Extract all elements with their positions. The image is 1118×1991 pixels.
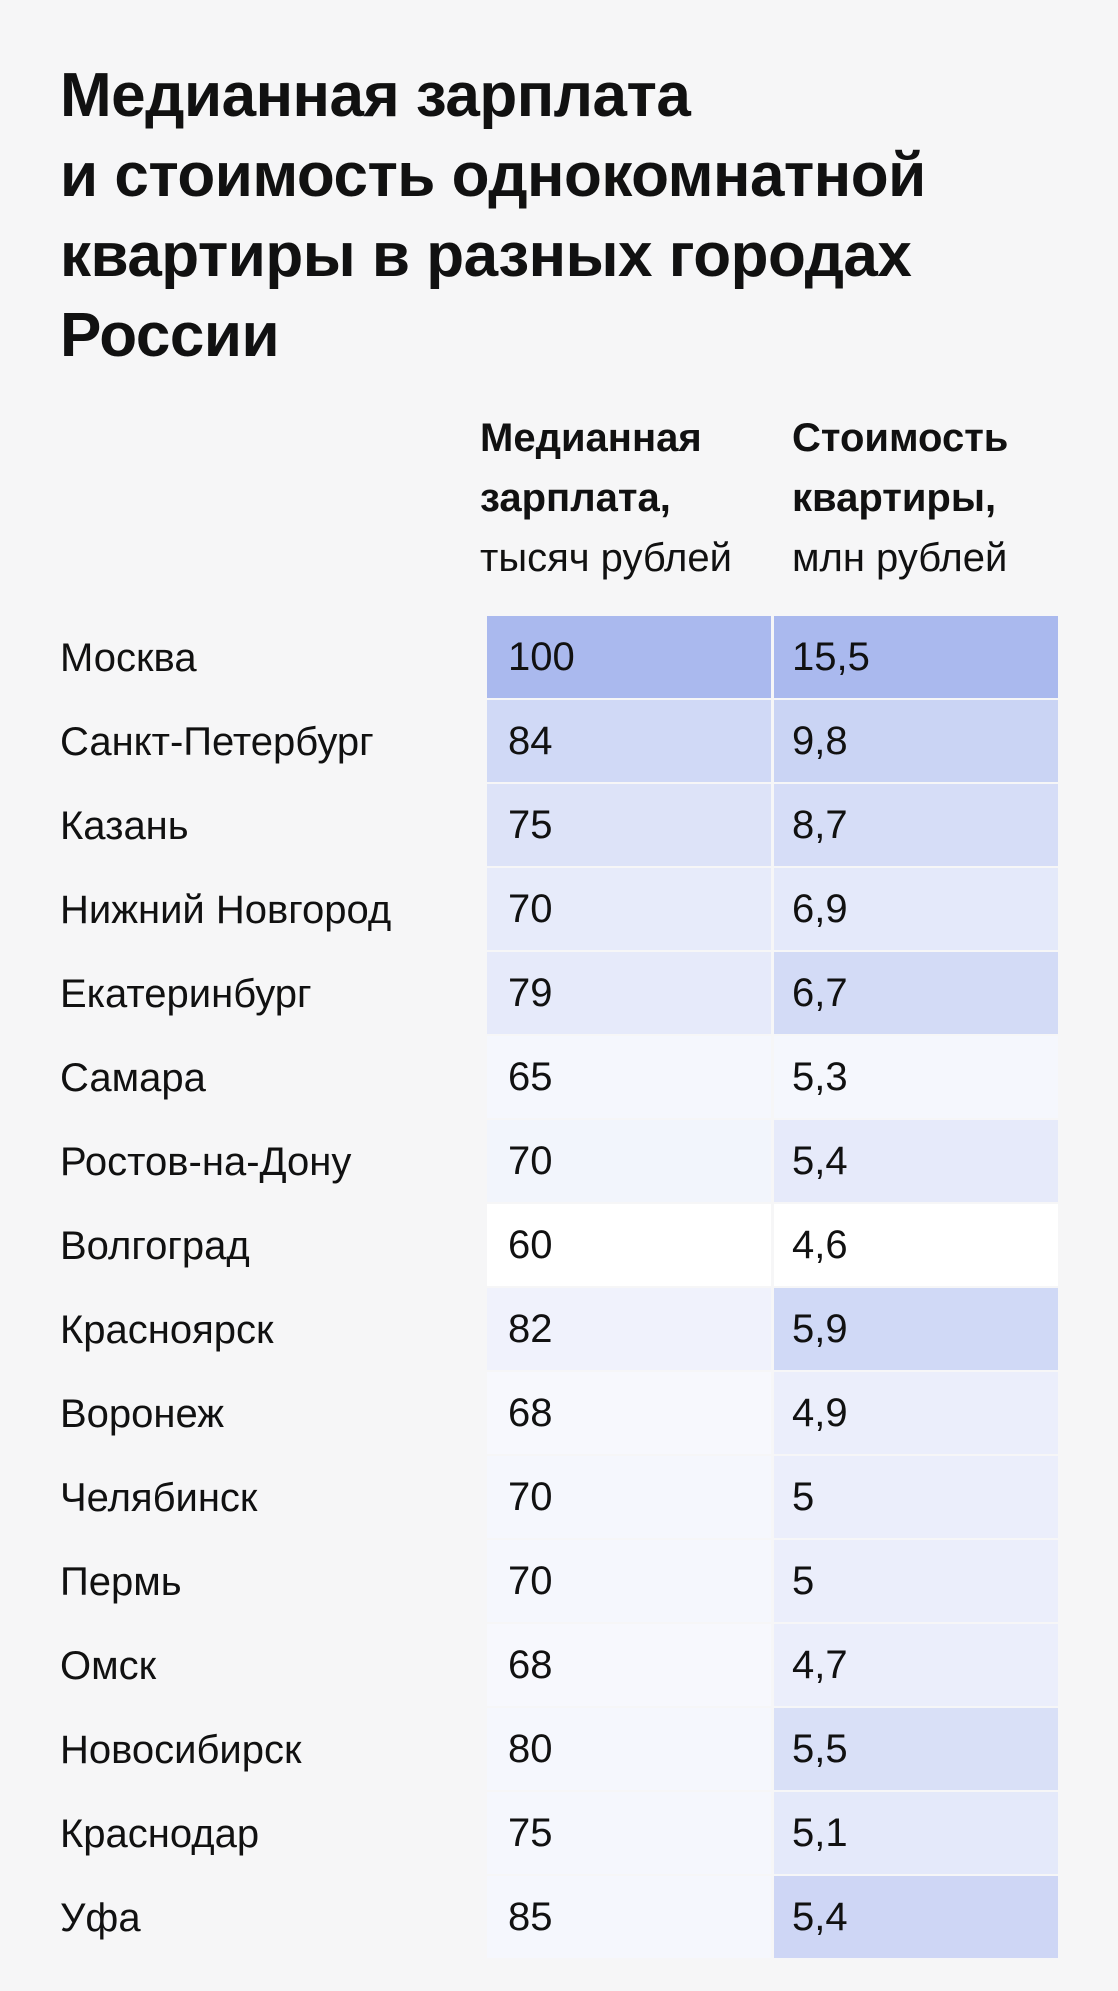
table-row: Уфа 85 5,4	[0, 1876, 1118, 1960]
chart-title-line: квартиры в разных городах	[60, 221, 912, 290]
city-label: Новосибирск	[60, 1728, 302, 1772]
price-cell: 5	[774, 1456, 1058, 1538]
price-cell: 5,4	[774, 1120, 1058, 1202]
city-label: Ростов-на-Дону	[60, 1140, 352, 1184]
city-label: Омск	[60, 1644, 157, 1688]
price-cell: 5,9	[774, 1288, 1058, 1370]
data-table: Москва 100 15,5 Санкт-Петербург 84 9,8 Казань 7…	[0, 616, 1118, 1960]
salary-cell: 70	[487, 1120, 771, 1202]
table-row: Волгоград 60 4,6	[0, 1204, 1118, 1288]
price-cell: 4,9	[774, 1372, 1058, 1454]
column-header-salary-unit: тысяч рублей	[480, 536, 732, 580]
column-header-price-title: квартиры,	[792, 476, 997, 520]
city-label: Волгоград	[60, 1224, 250, 1268]
table-row: Екатеринбург 79 6,7	[0, 952, 1118, 1036]
price-cell: 5,4	[774, 1876, 1058, 1958]
table-row: Новосибирск 80 5,5	[0, 1708, 1118, 1792]
city-label: Челябинск	[60, 1476, 258, 1520]
city-label: Нижний Новгород	[60, 888, 392, 932]
salary-cell: 84	[487, 700, 771, 782]
table-row: Самара 65 5,3	[0, 1036, 1118, 1120]
chart-title-line: Медианная зарплата	[60, 61, 691, 130]
city-label: Красноярск	[60, 1308, 274, 1352]
column-header-price: Стоимость квартиры, млн рублей	[792, 408, 1008, 588]
city-label: Самара	[60, 1056, 206, 1100]
salary-cell: 82	[487, 1288, 771, 1370]
price-cell: 4,6	[774, 1204, 1058, 1286]
city-label: Воронеж	[60, 1392, 225, 1436]
chart-title-line: и стоимость однокомнатной	[60, 141, 926, 210]
city-label: Пермь	[60, 1560, 182, 1604]
price-cell: 15,5	[774, 616, 1058, 698]
column-header-salary-title: зарплата,	[480, 476, 671, 520]
column-header-salary: Медианная зарплата, тысяч рублей	[480, 408, 732, 588]
salary-cell: 68	[487, 1624, 771, 1706]
city-label: Уфа	[60, 1896, 141, 1940]
salary-cell: 65	[487, 1036, 771, 1118]
column-header-price-title: Стоимость	[792, 416, 1009, 460]
salary-cell: 70	[487, 868, 771, 950]
city-label: Москва	[60, 636, 197, 680]
salary-cell: 100	[487, 616, 771, 698]
price-cell: 5,1	[774, 1792, 1058, 1874]
table-row: Санкт-Петербург 84 9,8	[0, 700, 1118, 784]
column-header-salary-title: Медианная	[480, 416, 702, 460]
chart-title: Медианная зарплата и стоимость однокомна…	[60, 56, 1060, 376]
city-label: Екатеринбург	[60, 972, 312, 1016]
table-row: Красноярск 82 5,9	[0, 1288, 1118, 1372]
salary-cell: 75	[487, 1792, 771, 1874]
price-cell: 5,3	[774, 1036, 1058, 1118]
table-row: Омск 68 4,7	[0, 1624, 1118, 1708]
table-row: Москва 100 15,5	[0, 616, 1118, 700]
salary-cell: 79	[487, 952, 771, 1034]
price-cell: 5	[774, 1540, 1058, 1622]
table-row: Краснодар 75 5,1	[0, 1792, 1118, 1876]
table-row: Пермь 70 5	[0, 1540, 1118, 1624]
salary-cell: 70	[487, 1456, 771, 1538]
price-cell: 6,7	[774, 952, 1058, 1034]
salary-cell: 75	[487, 784, 771, 866]
table-row: Ростов-на-Дону 70 5,4	[0, 1120, 1118, 1204]
column-header-price-unit: млн рублей	[792, 536, 1008, 580]
city-label: Казань	[60, 804, 189, 848]
city-label: Санкт-Петербург	[60, 720, 374, 764]
table-row: Нижний Новгород 70 6,9	[0, 868, 1118, 952]
table-row: Челябинск 70 5	[0, 1456, 1118, 1540]
table-row: Воронеж 68 4,9	[0, 1372, 1118, 1456]
salary-cell: 80	[487, 1708, 771, 1790]
city-label: Краснодар	[60, 1812, 260, 1856]
price-cell: 6,9	[774, 868, 1058, 950]
chart-title-line: России	[60, 301, 280, 370]
price-cell: 4,7	[774, 1624, 1058, 1706]
table-row: Казань 75 8,7	[0, 784, 1118, 868]
price-cell: 9,8	[774, 700, 1058, 782]
salary-cell: 68	[487, 1372, 771, 1454]
salary-cell: 85	[487, 1876, 771, 1958]
salary-cell: 60	[487, 1204, 771, 1286]
salary-cell: 70	[487, 1540, 771, 1622]
price-cell: 8,7	[774, 784, 1058, 866]
price-cell: 5,5	[774, 1708, 1058, 1790]
